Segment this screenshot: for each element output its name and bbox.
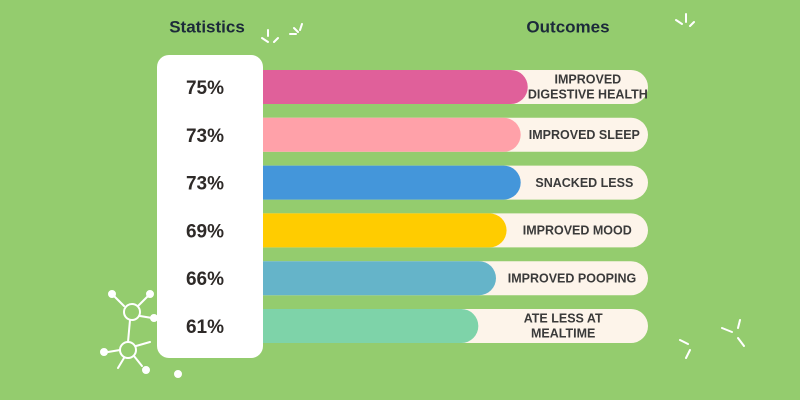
bar	[230, 261, 496, 296]
value-label: 75%	[186, 78, 224, 99]
bar	[230, 213, 507, 248]
value-label: 61%	[186, 317, 224, 338]
value-label: 69%	[186, 221, 224, 242]
decorations	[100, 13, 745, 378]
value-label: 66%	[186, 269, 224, 290]
value-label: 73%	[186, 174, 224, 195]
outcome-label: IMPROVED DIGESTIVE HEALTH	[528, 73, 648, 102]
value-label: 73%	[186, 126, 224, 147]
bar	[230, 309, 479, 343]
label-header: Outcomes	[526, 17, 609, 36]
outcome-label: SNACKED LESS	[535, 176, 633, 190]
stat-card	[157, 55, 263, 358]
outcome-label: ATE LESS AT MEALTIME	[524, 312, 603, 341]
bar	[230, 165, 521, 200]
percentages: 75% 73% 73% 69% 66% 61%	[186, 78, 224, 338]
outcome-label: IMPROVED SLEEP	[529, 128, 640, 142]
outcome-label: IMPROVED MOOD	[523, 224, 632, 238]
bars: IMPROVED DIGESTIVE HEALTH IMPROVED SLEEP SN…	[230, 70, 648, 343]
bar	[230, 117, 521, 152]
stat-header: Statistics	[169, 17, 245, 36]
outcome-label: IMPROVED POOPING	[508, 271, 637, 285]
bar	[230, 70, 528, 104]
